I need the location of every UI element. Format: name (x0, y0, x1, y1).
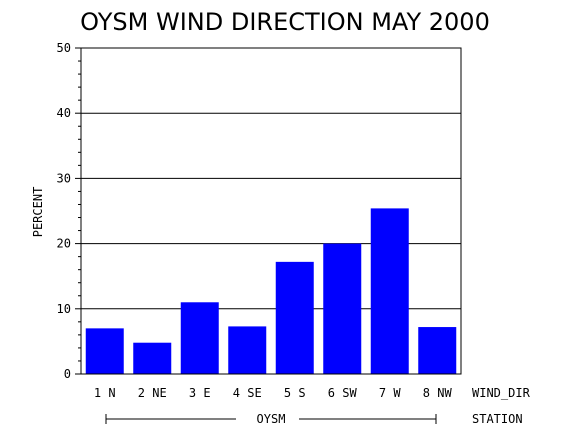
bar-5-s (275, 261, 314, 374)
x-axis-label: WIND_DIR (472, 386, 531, 400)
x-tick-label: 8 NW (423, 386, 453, 400)
bar-2-ne (133, 342, 172, 374)
y-tick-label: 30 (57, 171, 71, 185)
x-axis: 1 N 2 NE 3 E 4 SE 5 S 6 SW 7 W 8 NW (94, 386, 453, 400)
bar-3-e (180, 302, 219, 374)
station-group-label: OYSM (257, 412, 286, 426)
bar-8-nw (418, 327, 457, 374)
station-bracket: OYSM (105, 412, 437, 426)
bar-7-w (370, 208, 409, 374)
x-tick-label: 2 NE (138, 386, 167, 400)
bar-4-se (228, 326, 267, 374)
y-tick-label: 0 (64, 367, 71, 381)
x-tick-label: 1 N (94, 386, 116, 400)
x-tick-label: 7 W (379, 386, 401, 400)
x-tick-label: 4 SE (233, 386, 262, 400)
y-tick-label: 50 (57, 41, 71, 55)
plot-frame (80, 47, 462, 375)
x-tick-label: 3 E (189, 386, 211, 400)
y-tick-label: 40 (57, 106, 71, 120)
bar-6-sw (323, 243, 362, 374)
bar-1-n (85, 328, 124, 374)
y-axis: 0 10 20 30 40 50 (57, 41, 81, 381)
x-tick-label: 5 S (284, 386, 306, 400)
y-axis-label: PERCENT (31, 187, 45, 238)
bars (85, 208, 457, 374)
station-axis-label: STATION (472, 412, 523, 426)
chart-title: OYSM WIND DIRECTION MAY 2000 (80, 8, 490, 36)
y-tick-label: 10 (57, 302, 71, 316)
y-tick-label: 20 (57, 237, 71, 251)
x-tick-label: 6 SW (328, 386, 358, 400)
